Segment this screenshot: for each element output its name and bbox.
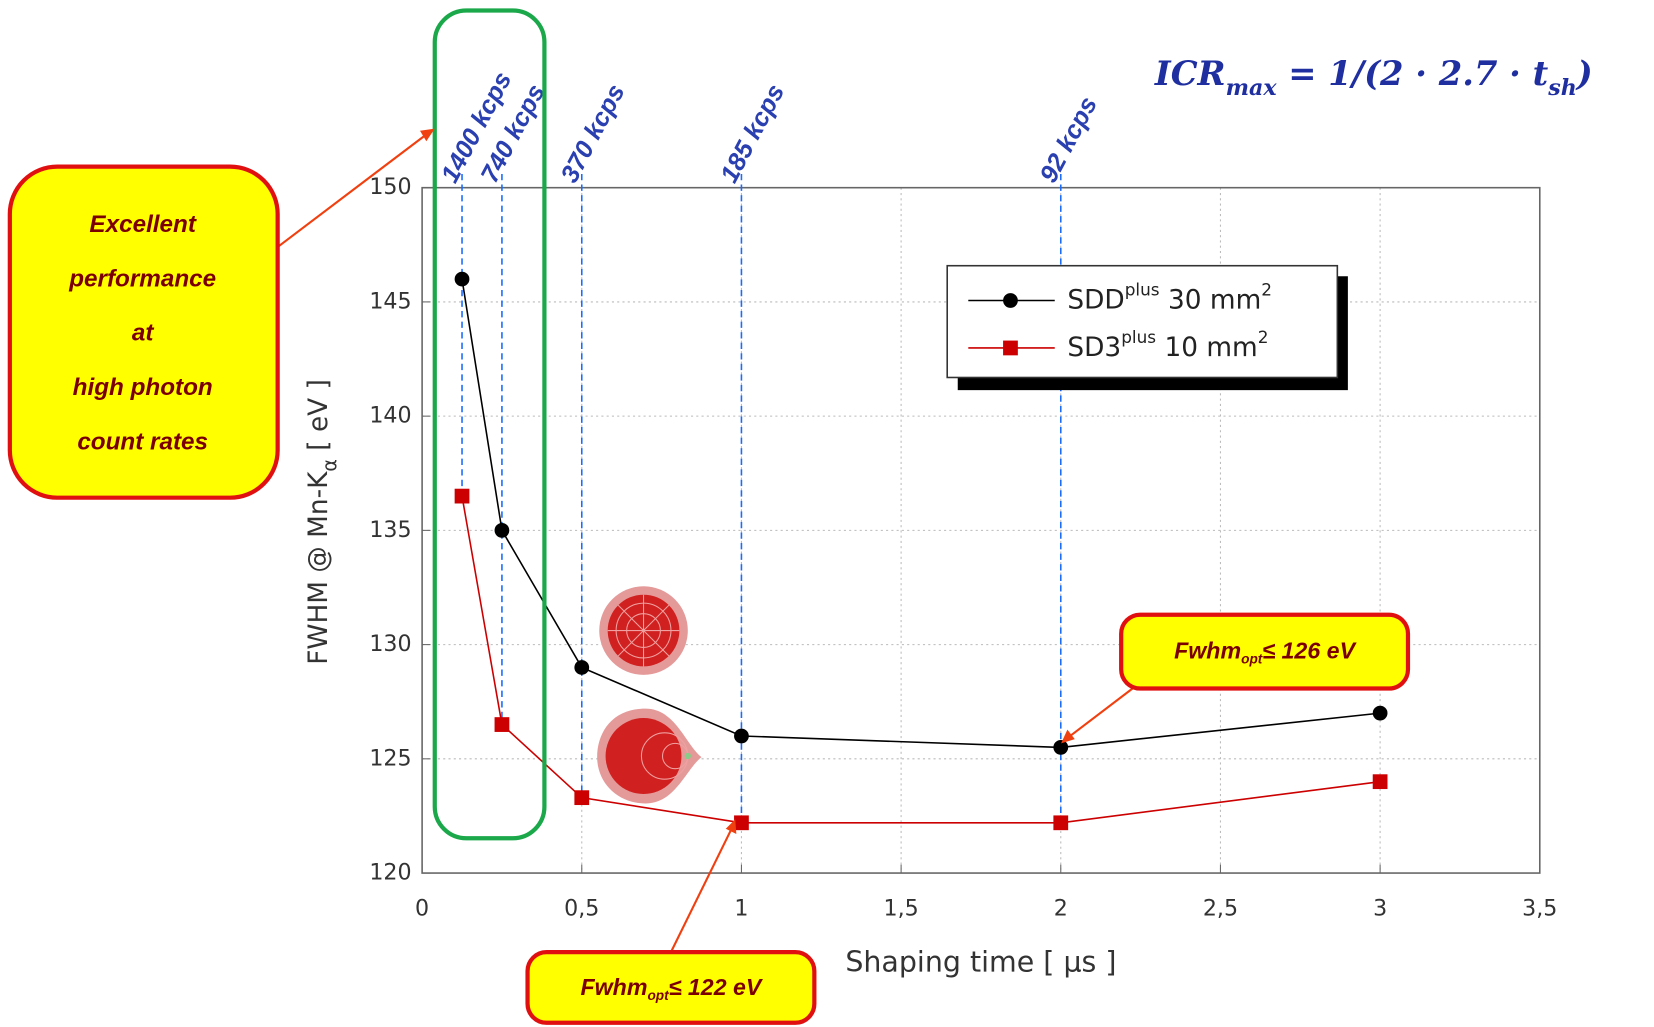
callout-text: Excellent xyxy=(89,211,196,238)
callout-text-part: ≤ 126 eV xyxy=(1262,638,1357,664)
callout-box xyxy=(7,164,280,500)
callout-text-part: Fwhm xyxy=(580,974,647,1000)
x-tick-label: 3 xyxy=(1373,895,1387,921)
x-axis-label: Shaping time [ µs ] xyxy=(845,946,1116,979)
point xyxy=(454,271,470,287)
callout-text: Fwhmopt≤ 126 eV xyxy=(1174,638,1357,667)
y-tick-label: 130 xyxy=(369,631,411,657)
point xyxy=(734,815,749,831)
y-tick-label: 145 xyxy=(369,288,411,314)
callout-text-part: opt xyxy=(1241,652,1264,667)
legend xyxy=(946,264,1339,379)
legend-label-part: plus xyxy=(1121,327,1156,347)
point xyxy=(1053,740,1069,755)
arrow-head xyxy=(1061,729,1075,744)
rate-label: 92 kcps xyxy=(1035,92,1103,187)
legend-label-part: SDD xyxy=(1067,285,1124,315)
callout-text: Fwhmopt≤ 122 eV xyxy=(580,974,763,1003)
callout-text-part: Fwhm xyxy=(1174,638,1241,664)
x-tick-label: 1 xyxy=(734,895,748,921)
callout-text-part: ≤ 122 eV xyxy=(669,974,764,1000)
y-tick-label: 140 xyxy=(369,403,411,429)
detector-icon xyxy=(599,586,688,675)
callout-arrow xyxy=(1066,686,1135,739)
formula-part: max xyxy=(1226,75,1278,101)
point xyxy=(1053,815,1069,831)
formula-part: ) xyxy=(1575,53,1593,93)
legend-label-part: 30 mm xyxy=(1160,285,1262,315)
point xyxy=(734,728,749,744)
series-line xyxy=(461,495,1381,824)
y-axis-label-part: FWHM @ Mn-K xyxy=(303,471,333,665)
legend-label: SD3plus 10 mm2 xyxy=(1067,327,1268,363)
point xyxy=(1372,774,1388,790)
legend-label-part: 2 xyxy=(1258,327,1269,347)
legend-label-part: 10 mm xyxy=(1156,332,1258,362)
legend-label-part: 2 xyxy=(1261,280,1272,300)
legend-marker xyxy=(1003,293,1018,308)
point xyxy=(494,522,510,538)
rate-label: 370 kcps xyxy=(556,80,631,188)
x-tick-label: 0 xyxy=(415,895,429,921)
callout-arrow xyxy=(670,827,734,953)
legend-label-part: plus xyxy=(1125,280,1160,300)
y-axis-label-part: α xyxy=(318,459,340,472)
legend-label-part: SD3 xyxy=(1067,332,1121,362)
callout-text: performance xyxy=(68,265,216,292)
callout-box xyxy=(525,950,817,1025)
y-tick-label: 150 xyxy=(369,174,411,200)
x-tick-label: 3,5 xyxy=(1522,895,1557,921)
rate-label: 185 kcps xyxy=(715,80,790,188)
series-line xyxy=(461,278,1381,749)
callout-box xyxy=(1119,612,1411,691)
x-tick-label: 0,5 xyxy=(564,895,599,921)
legend-label: SDDplus 30 mm2 xyxy=(1067,280,1272,316)
point xyxy=(1372,705,1388,721)
formula: ICRmax = 1/(2 · 2.7 · tsh) xyxy=(1154,53,1593,101)
callout-text: at xyxy=(132,320,154,347)
point xyxy=(574,660,590,675)
highlight-box xyxy=(432,8,547,841)
y-tick-label: 135 xyxy=(369,517,411,543)
callout-text: high photon xyxy=(73,374,213,401)
arrow-head xyxy=(725,819,737,835)
point xyxy=(574,790,590,806)
formula-part: t xyxy=(1533,53,1549,93)
x-tick-label: 2 xyxy=(1054,895,1068,921)
x-tick-label: 2,5 xyxy=(1203,895,1238,921)
formula-part: = 1/(2 · 2.7 · xyxy=(1277,53,1533,93)
y-axis-label-part: [ eV ] xyxy=(303,379,333,459)
callout-arrow xyxy=(275,132,430,249)
y-axis-label: FWHM @ Mn-Kα [ eV ] xyxy=(303,379,340,665)
callout-text: count rates xyxy=(77,428,208,455)
y-tick-label: 120 xyxy=(369,860,411,886)
y-tick-label: 125 xyxy=(369,745,411,771)
x-tick-label: 1,5 xyxy=(884,895,919,921)
legend-marker xyxy=(1003,340,1018,356)
point xyxy=(454,488,470,504)
callout-text-part: opt xyxy=(647,988,670,1003)
formula-part: sh xyxy=(1547,75,1577,101)
formula-part: ICR xyxy=(1154,53,1226,93)
arrow-head xyxy=(419,128,435,142)
point xyxy=(494,717,510,732)
detector-icon xyxy=(597,708,702,804)
